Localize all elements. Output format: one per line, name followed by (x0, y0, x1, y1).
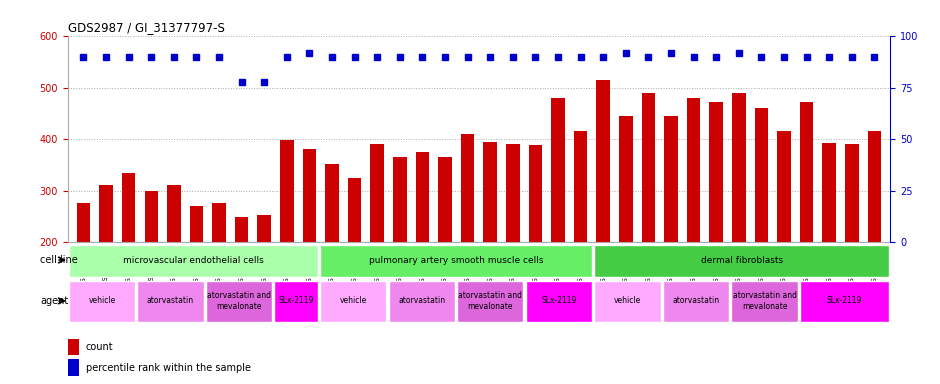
Bar (321, 245, 592, 276)
Bar (525, 281, 592, 322)
Bar (438, 157, 452, 345)
Text: dermal fibroblasts: dermal fibroblasts (700, 255, 783, 265)
Text: atorvastatin: atorvastatin (672, 296, 719, 305)
Bar (370, 144, 384, 345)
Bar (845, 144, 858, 345)
Bar (822, 143, 836, 345)
Text: atorvastatin: atorvastatin (147, 296, 194, 305)
Bar (258, 215, 271, 345)
Bar (303, 149, 316, 345)
Text: SLx-2119: SLx-2119 (541, 296, 576, 305)
Bar (68, 359, 79, 376)
Bar (528, 146, 542, 345)
Text: cell line: cell line (40, 255, 78, 265)
Bar (710, 102, 723, 345)
Bar (100, 185, 113, 345)
Text: pulmonary artery smooth muscle cells: pulmonary artery smooth muscle cells (368, 255, 543, 265)
Bar (348, 178, 361, 345)
Bar (800, 102, 813, 345)
Bar (388, 281, 455, 322)
Bar (137, 281, 204, 322)
Bar (777, 131, 791, 345)
Bar (321, 281, 386, 322)
Bar (77, 204, 90, 345)
Bar (755, 108, 768, 345)
Bar (167, 185, 180, 345)
Bar (280, 140, 293, 345)
Bar (663, 281, 729, 322)
Bar (665, 116, 678, 345)
Text: atorvastatin and
mevalonate: atorvastatin and mevalonate (459, 291, 523, 311)
Text: vehicle: vehicle (339, 296, 367, 305)
Bar (212, 204, 226, 345)
Bar (687, 98, 700, 345)
Bar (506, 144, 520, 345)
Text: atorvastatin: atorvastatin (399, 296, 446, 305)
Text: count: count (86, 342, 114, 352)
Bar (145, 190, 158, 345)
Bar (596, 80, 610, 345)
Bar (800, 281, 889, 322)
Bar (69, 281, 135, 322)
Bar (731, 281, 798, 322)
Bar (122, 172, 135, 345)
Text: percentile rank within the sample: percentile rank within the sample (86, 363, 251, 373)
Text: SLx-2119: SLx-2119 (278, 296, 314, 305)
Bar (483, 142, 497, 345)
Bar (732, 93, 745, 345)
Bar (594, 281, 661, 322)
Bar (461, 134, 475, 345)
Bar (415, 152, 430, 345)
Bar (206, 281, 273, 322)
Text: vehicle: vehicle (614, 296, 641, 305)
Bar (642, 93, 655, 345)
Bar (69, 245, 318, 276)
Bar (235, 217, 248, 345)
Bar (325, 164, 338, 345)
Text: agent: agent (40, 296, 69, 306)
Text: atorvastatin and
mevalonate: atorvastatin and mevalonate (732, 291, 796, 311)
Text: SLx-2119: SLx-2119 (827, 296, 862, 305)
Bar (868, 131, 881, 345)
Bar (457, 281, 524, 322)
Bar (551, 98, 565, 345)
Bar (190, 206, 203, 345)
Text: atorvastatin and
mevalonate: atorvastatin and mevalonate (207, 291, 271, 311)
Text: vehicle: vehicle (88, 296, 116, 305)
Text: microvascular endothelial cells: microvascular endothelial cells (123, 255, 264, 265)
Bar (619, 116, 633, 345)
Bar (573, 131, 588, 345)
Bar (393, 157, 407, 345)
Bar (274, 281, 318, 322)
Text: GDS2987 / GI_31377797-S: GDS2987 / GI_31377797-S (68, 21, 225, 34)
Bar (68, 339, 79, 355)
Bar (594, 245, 889, 276)
